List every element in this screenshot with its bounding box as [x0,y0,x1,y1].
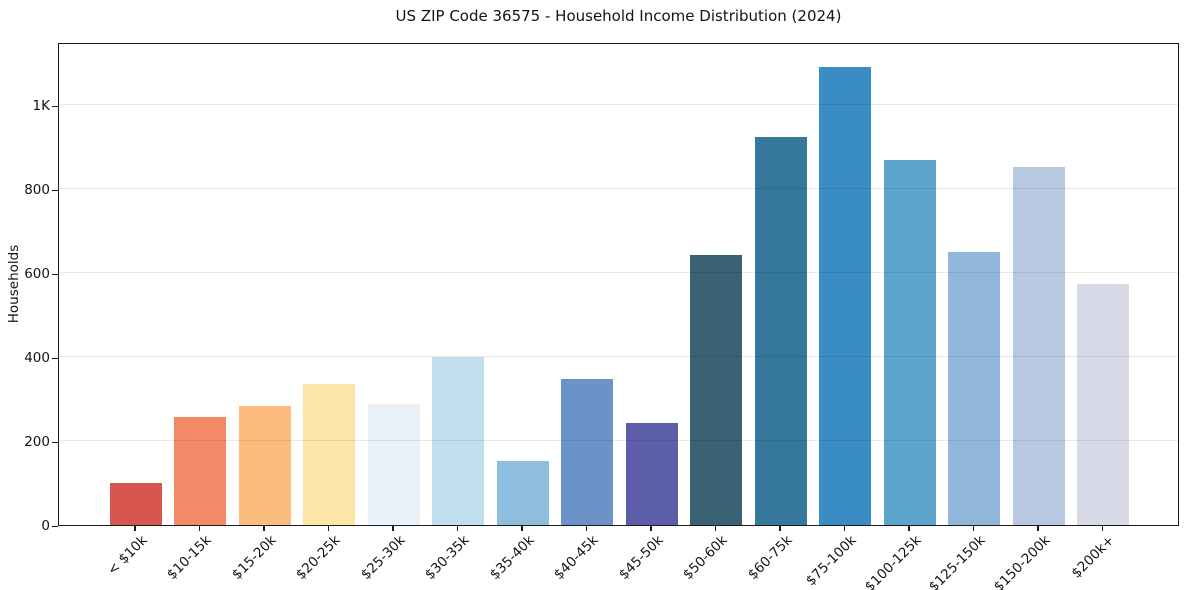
bar-$10-15k [174,416,227,525]
gridline-1K [59,104,1178,105]
y-tick-mark [52,189,58,191]
x-tick-label: $30-35k [422,532,473,583]
x-tick-label: $20-25k [293,532,344,583]
x-tick-label: $200k+ [1068,532,1118,582]
y-tick-label: 800 [24,182,50,198]
y-tick-mark [52,105,58,107]
y-tick-label: 0 [41,518,50,534]
bar-$30-35k [432,357,485,525]
y-tick-mark [52,273,58,275]
x-tick-mark [650,526,652,531]
gridline-800 [59,188,1178,189]
x-tick-label: $125-150k [926,532,989,590]
x-tick-mark [779,526,781,531]
bar-$25-30k [367,404,420,525]
y-tick-label: 1K [32,98,50,114]
x-tick-label: $10-15k [164,532,215,583]
x-tick-mark [714,526,717,531]
bar-$150-200k [1012,167,1065,525]
bar-$75-100k [819,67,872,525]
bar-$40-45k [561,378,614,525]
x-tick-mark [392,526,394,531]
x-tick-label: $150-200k [990,532,1054,590]
x-tick-mark [972,526,975,531]
bar-$125-150k [948,252,1001,525]
x-tick-mark [263,526,265,531]
x-tick-label: $50-60k [680,532,731,583]
x-tick-label: $75-100k [803,532,860,590]
bar-$60-75k [754,136,807,525]
bar-$15-20k [238,406,291,525]
x-tick-mark [521,526,523,531]
bar-$100-125k [883,160,936,525]
bar-$20-25k [303,384,356,525]
chart-title: US ZIP Code 36575 - Household Income Dis… [395,7,842,25]
y-axis-label: Households [6,244,22,324]
bar-< $10k [109,483,162,525]
x-tick-mark [908,526,910,531]
y-tick-label: 600 [24,266,50,282]
x-tick-label: $100-125k [861,532,925,590]
x-tick-label: $35-40k [486,532,538,583]
x-tick-label: $25-30k [357,532,409,583]
y-tick-mark [52,357,58,359]
x-tick-mark [585,526,588,531]
gridline-400 [59,356,1178,357]
x-tick-label: $15-20k [228,532,280,583]
y-tick-label: 200 [24,434,50,450]
x-tick-label: $60-75k [744,532,796,583]
x-tick-mark [1037,526,1039,531]
x-tick-label: $45-50k [615,532,667,583]
y-tick-label: 400 [24,350,50,366]
gridline-200 [59,440,1178,441]
y-tick-mark [52,525,58,527]
bar-$50-60k [690,254,743,525]
y-tick-mark [52,441,58,443]
x-tick-mark [843,526,846,531]
x-tick-mark [456,526,459,531]
gridline-600 [59,272,1178,273]
x-tick-mark [198,526,201,531]
bar-$200k+ [1077,284,1130,525]
x-tick-mark [134,526,136,531]
x-tick-mark [1101,526,1104,531]
x-tick-label: $40-45k [551,532,602,583]
plot-area [58,43,1179,526]
x-tick-mark [327,526,330,531]
x-tick-label: < $10k [104,532,151,579]
bar-$35-40k [496,460,549,525]
bar-$45-50k [625,422,678,525]
